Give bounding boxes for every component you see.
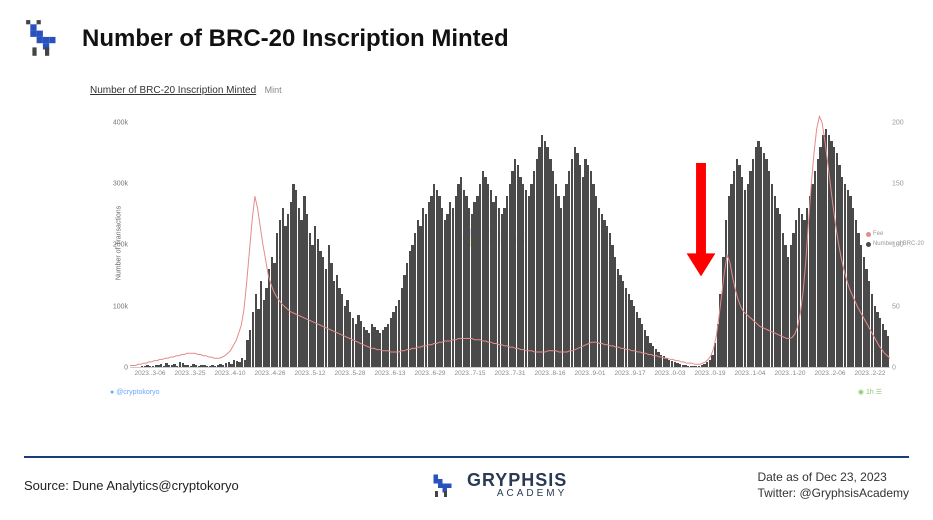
footer: Source: Dune Analytics@cryptokoryo GRYPH… (24, 462, 909, 508)
y2-tick-label: 0 (892, 365, 896, 372)
y-axis-ticks: 0 100k 200k 300k 400k (98, 98, 128, 388)
x-tick-label: 2023..8-16 (530, 370, 570, 388)
x-tick-label: 2023..6-13 (370, 370, 410, 388)
legend-label: Fee (873, 231, 883, 237)
brand-logo-icon (429, 470, 459, 500)
chart-attribution-text: @cryptokoryo (116, 389, 159, 396)
x-tick-label: 2023..0-03 (650, 370, 690, 388)
y-tick-label: 0 (124, 365, 128, 372)
x-axis-ticks: 2023..3-062023..3-252023..4-102023..4-26… (130, 370, 890, 388)
date-label: Date as of Dec 23, 2023 (757, 470, 909, 484)
x-tick-label: 2023..7-15 (450, 370, 490, 388)
chart-title-suffix: Mint (265, 85, 282, 95)
x-tick-label: 2023..2-22 (850, 370, 890, 388)
legend-swatch (866, 242, 871, 247)
y-tick-label: 300k (113, 180, 128, 187)
x-tick-label: 2023..3-06 (130, 370, 170, 388)
y-tick-label: 200k (113, 242, 128, 249)
x-tick-label: 2023..3-25 (170, 370, 210, 388)
x-tick-label: 2023..1-04 (730, 370, 770, 388)
logo-icon (24, 18, 66, 60)
y-tick-label: 400k (113, 119, 128, 126)
chart-container: Number of BRC-20 Inscription Minted Mint… (90, 80, 890, 420)
y-tick-label: 100k (113, 303, 128, 310)
y2-tick-label: 50 (892, 303, 900, 310)
y2-tick-label: 150 (892, 180, 904, 187)
x-tick-label: 2023..0-19 (690, 370, 730, 388)
twitter-label: Twitter: @GryphsisAcademy (757, 486, 909, 500)
footer-separator (24, 456, 909, 458)
legend-item-fee: Fee (866, 231, 924, 237)
x-tick-label: 2023..2-06 (810, 370, 850, 388)
chart-title-row: Number of BRC-20 Inscription Minted Mint (90, 80, 890, 98)
brand-subtitle: ACADEMY (467, 489, 567, 499)
source-text: Source: Dune Analytics@cryptokoryo (24, 478, 239, 493)
footer-meta: Date as of Dec 23, 2023 Twitter: @Gryphs… (757, 468, 909, 502)
x-tick-label: 2023..1-20 (770, 370, 810, 388)
x-tick-label: 2023..5-28 (330, 370, 370, 388)
x-tick-label: 2023..4-26 (250, 370, 290, 388)
legend-label: Number of BRC-20 (873, 241, 924, 247)
time-control-label: 1h (866, 389, 874, 396)
brand-name: GRYPHSIS (467, 471, 567, 489)
brand-text: GRYPHSIS ACADEMY (467, 471, 567, 499)
chart-plot: Number of Transactions 0100k200k300k400k… (100, 98, 890, 388)
header: Number of BRC-20 Inscription Minted (0, 0, 933, 68)
bars-area (130, 98, 890, 368)
chart-title: Number of BRC-20 Inscription Minted (90, 85, 256, 96)
legend: Fee Number of BRC-20 (866, 231, 924, 251)
bar (887, 336, 889, 367)
x-tick-label: 2023..4-10 (210, 370, 250, 388)
x-tick-label: 2023..7-31 (490, 370, 530, 388)
page-title: Number of BRC-20 Inscription Minted (82, 25, 509, 53)
y2-tick-label: 200 (892, 119, 904, 126)
legend-item-count: Number of BRC-20 (866, 241, 924, 247)
x-tick-label: 2023..5-12 (290, 370, 330, 388)
x-tick-label: 2023..9-17 (610, 370, 650, 388)
x-tick-label: 2023..6-29 (410, 370, 450, 388)
time-controls[interactable]: ◉ 1h ☰ (858, 388, 882, 396)
legend-swatch (866, 232, 871, 237)
chart-attribution: ● @cryptokoryo (110, 389, 159, 396)
brand: GRYPHSIS ACADEMY (429, 470, 567, 500)
x-tick-label: 2023..9-01 (570, 370, 610, 388)
